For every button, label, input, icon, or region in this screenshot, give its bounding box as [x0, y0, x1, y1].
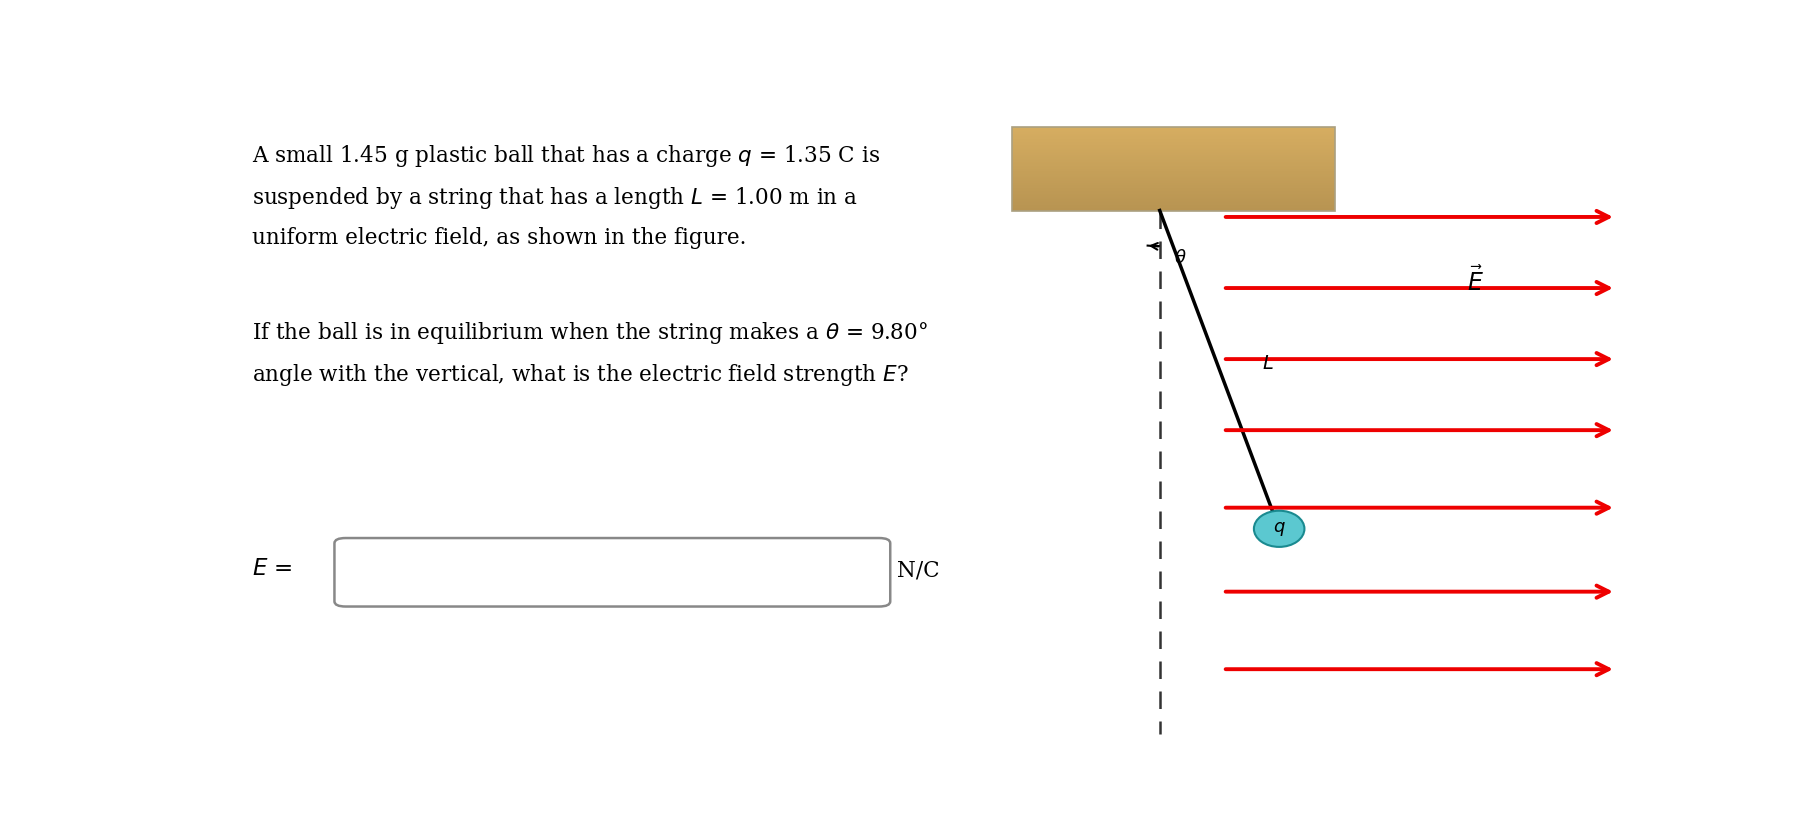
Text: $q$: $q$	[1273, 520, 1286, 538]
Bar	[1012, 191, 1335, 192]
Text: $\vec{E}$: $\vec{E}$	[1467, 267, 1483, 296]
Bar	[1012, 171, 1335, 173]
Bar	[1012, 153, 1335, 154]
Bar	[1012, 129, 1335, 131]
Bar	[1012, 200, 1335, 201]
Bar	[1012, 208, 1335, 209]
Bar	[1012, 149, 1335, 150]
Text: N/C: N/C	[896, 560, 940, 582]
Bar	[1012, 167, 1335, 169]
Bar	[1012, 202, 1335, 204]
Bar	[1012, 192, 1335, 194]
Bar	[1012, 183, 1335, 184]
Text: $\theta$: $\theta$	[1174, 249, 1186, 268]
Bar	[1012, 201, 1335, 202]
Bar	[1012, 158, 1335, 159]
Bar	[1012, 132, 1335, 133]
Bar	[1012, 152, 1335, 153]
Bar	[1012, 131, 1335, 132]
Bar	[1012, 140, 1335, 142]
Bar	[1012, 127, 1335, 128]
Text: A small 1.45 g plastic ball that has a charge $q$ = 1.35 C is: A small 1.45 g plastic ball that has a c…	[252, 143, 880, 169]
Text: suspended by a string that has a length $L$ = 1.00 m in a: suspended by a string that has a length …	[252, 185, 858, 211]
Bar	[1012, 184, 1335, 185]
Bar	[1012, 177, 1335, 179]
Bar	[1012, 179, 1335, 180]
Bar	[1012, 128, 1335, 129]
Bar	[1012, 150, 1335, 152]
Bar	[1012, 204, 1335, 205]
Bar	[1012, 195, 1335, 196]
Bar	[1012, 175, 1335, 177]
Bar	[1012, 162, 1335, 163]
Bar	[1012, 185, 1335, 187]
Bar	[1012, 169, 1335, 170]
Bar	[1012, 133, 1335, 135]
Bar	[1012, 196, 1335, 198]
Bar	[1012, 148, 1335, 149]
Bar	[1012, 163, 1335, 164]
Bar	[1012, 143, 1335, 144]
Bar	[1012, 190, 1335, 191]
Bar	[1012, 194, 1335, 195]
Bar	[1012, 135, 1335, 136]
Bar	[1012, 173, 1335, 175]
Bar	[1012, 146, 1335, 148]
Bar	[1012, 187, 1335, 188]
Bar	[1012, 159, 1335, 160]
FancyBboxPatch shape	[335, 538, 891, 607]
Bar	[1012, 181, 1335, 183]
Bar	[1012, 156, 1335, 158]
Bar	[1012, 127, 1335, 211]
Bar	[1012, 170, 1335, 171]
Bar	[1012, 160, 1335, 162]
Text: $E$ =: $E$ =	[252, 558, 292, 580]
Bar	[1012, 205, 1335, 206]
Ellipse shape	[1253, 511, 1304, 547]
Text: uniform electric field, as shown in the figure.: uniform electric field, as shown in the …	[252, 227, 746, 248]
Bar	[1012, 180, 1335, 181]
Bar	[1012, 209, 1335, 211]
Bar	[1012, 136, 1335, 138]
Bar	[1012, 164, 1335, 166]
Bar	[1012, 154, 1335, 156]
Bar	[1012, 144, 1335, 146]
Bar	[1012, 198, 1335, 200]
Bar	[1012, 139, 1335, 140]
Bar	[1012, 142, 1335, 143]
Bar	[1012, 166, 1335, 167]
Bar	[1012, 138, 1335, 139]
Text: angle with the vertical, what is the electric field strength $E$?: angle with the vertical, what is the ele…	[252, 362, 909, 388]
Text: If the ball is in equilibrium when the string makes a $\theta$ = 9.80°: If the ball is in equilibrium when the s…	[252, 320, 927, 347]
Bar	[1012, 188, 1335, 190]
Bar	[1012, 206, 1335, 208]
Text: $L$: $L$	[1262, 354, 1273, 373]
